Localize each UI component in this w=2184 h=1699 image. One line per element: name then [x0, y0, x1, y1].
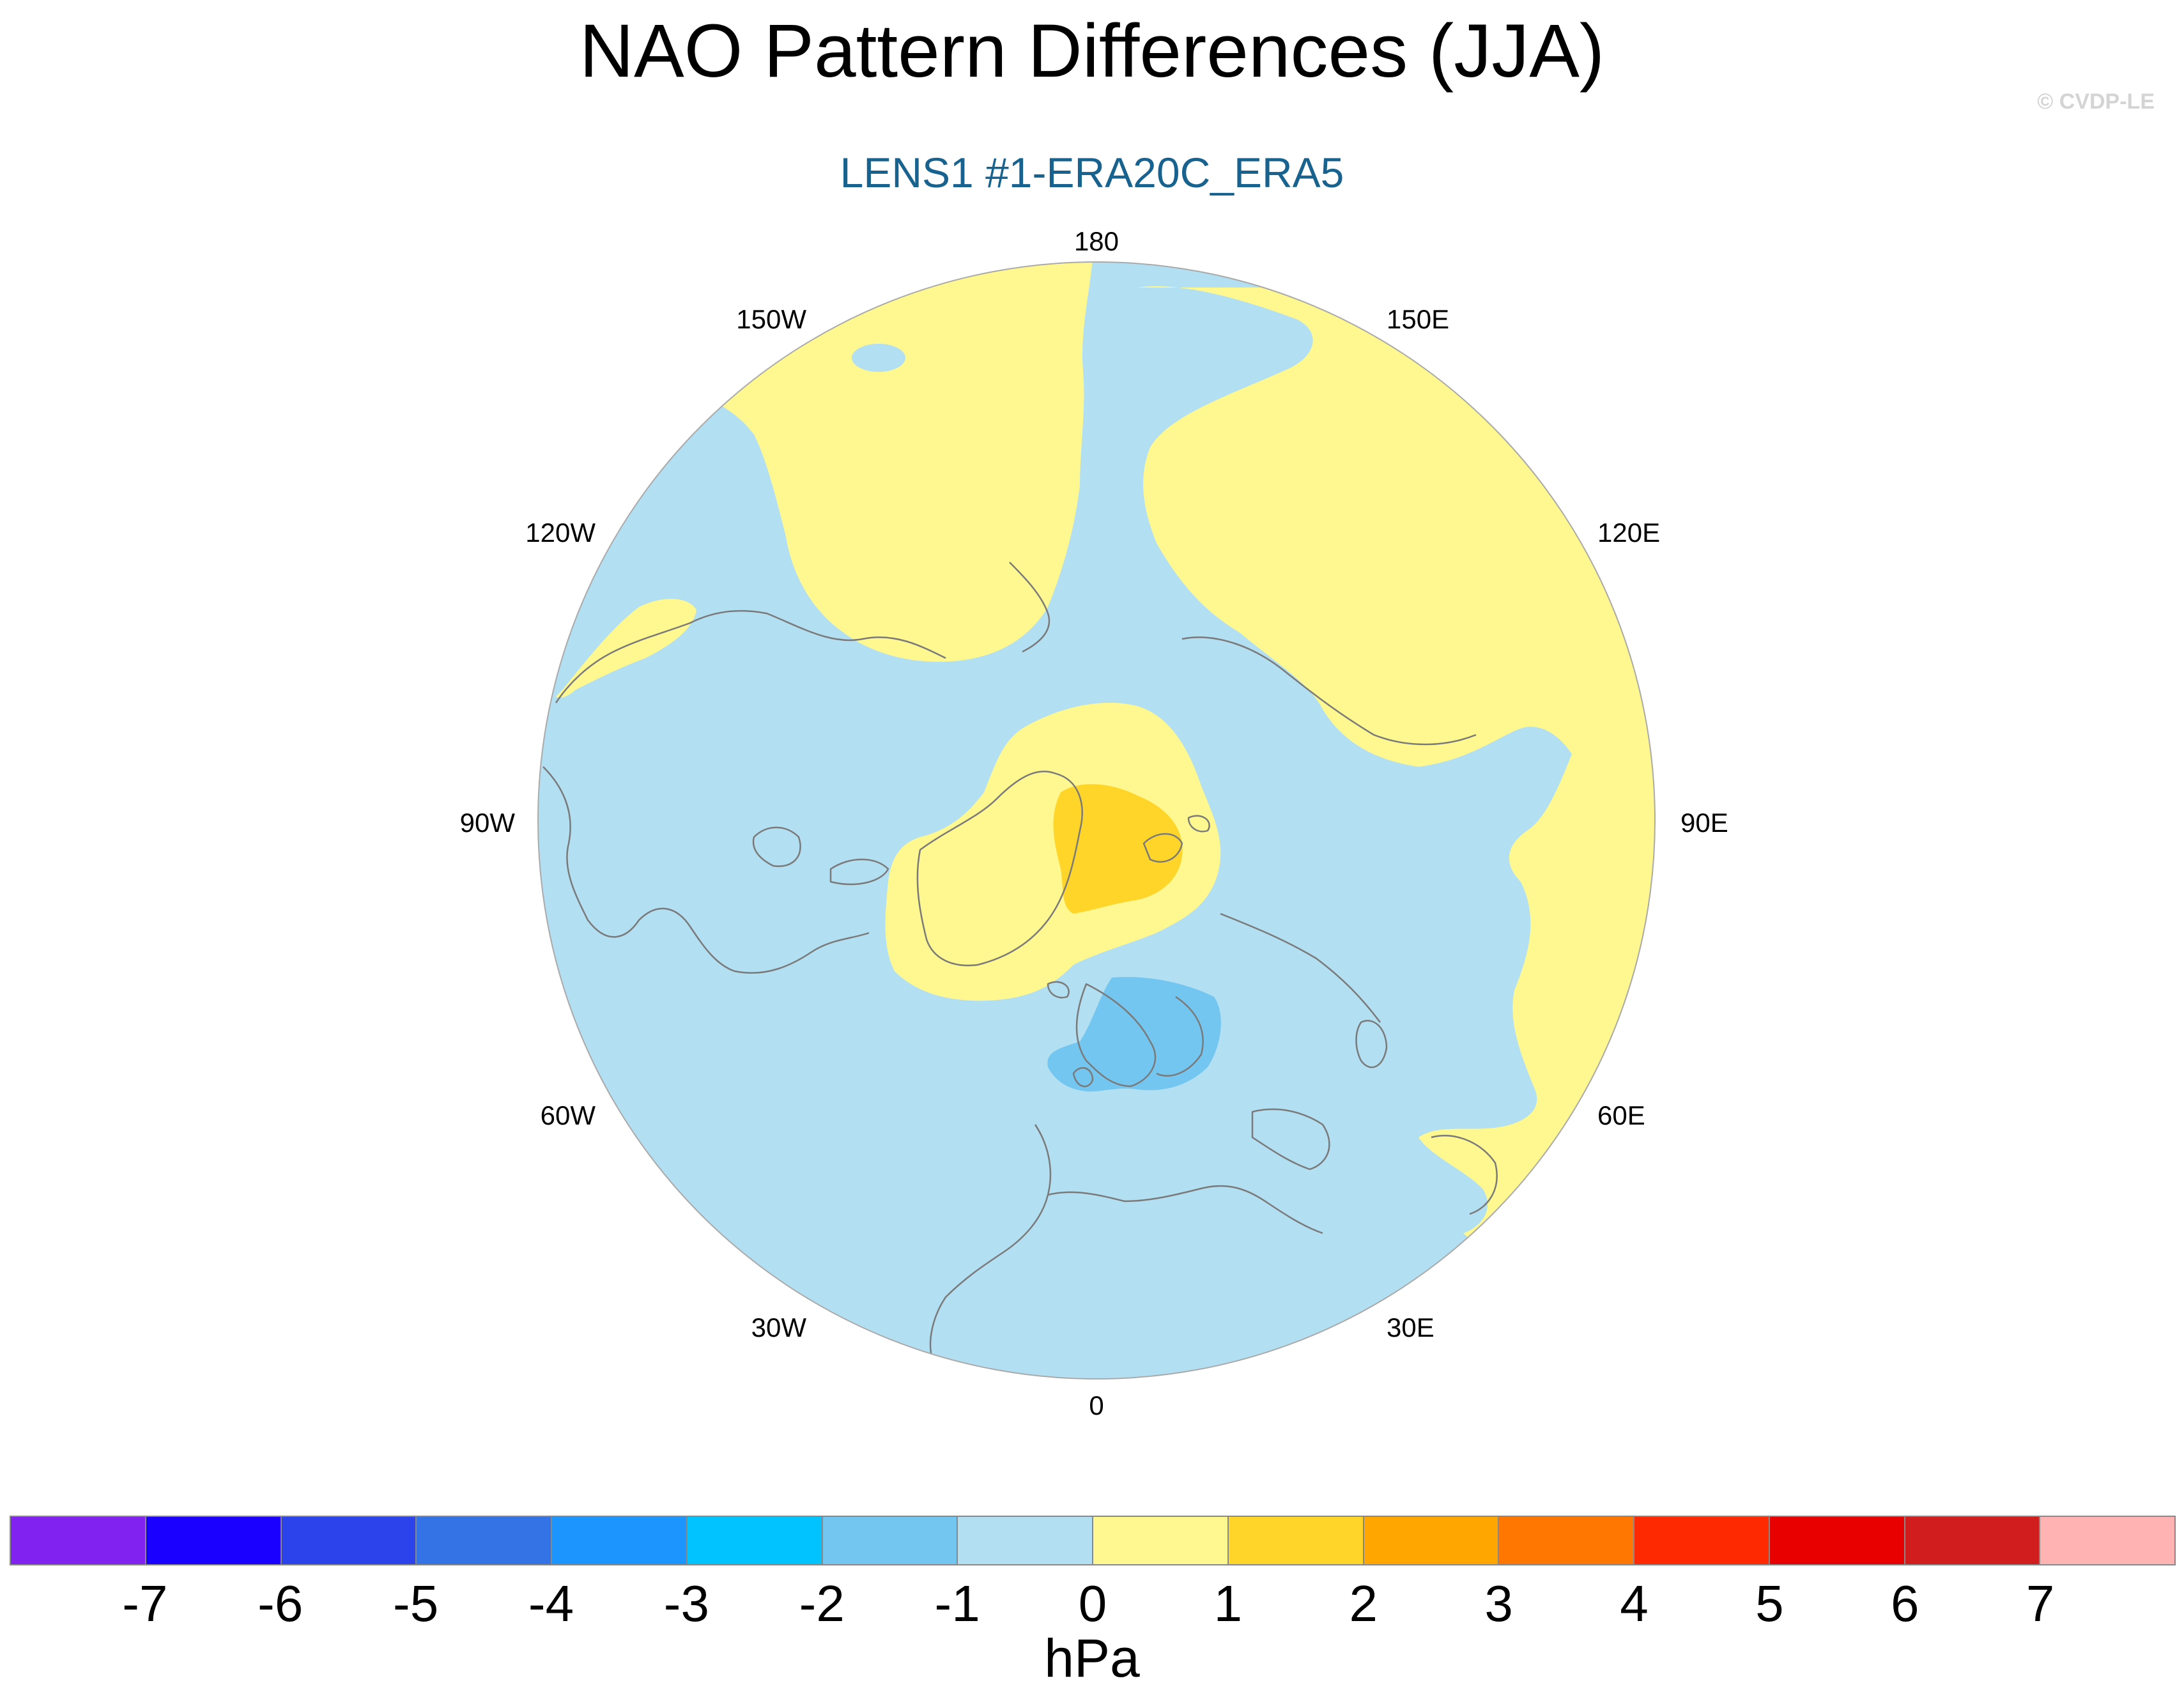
colorbar-swatch — [1093, 1517, 1229, 1564]
colorbar-tick-labels: -7 -6 -5 -4 -3 -2 -1 0 1 2 3 4 5 6 7 — [10, 1572, 2176, 1636]
colorbar-tick-label: 0 — [1078, 1575, 1107, 1632]
lon-label-120w: 120W — [525, 518, 596, 548]
colorbar — [10, 1516, 2176, 1565]
colorbar-units: hPa — [1044, 1628, 1140, 1688]
anomaly-arctic-positive — [885, 702, 1221, 1001]
colorbar-tick-label: -6 — [258, 1575, 304, 1632]
lon-label-30e: 30E — [1387, 1312, 1434, 1342]
colorbar-tick-label: 3 — [1484, 1575, 1513, 1632]
colorbar-swatch — [1769, 1517, 1905, 1564]
colorbar-tick-label: 4 — [1620, 1575, 1649, 1632]
colorbar-swatch — [281, 1517, 417, 1564]
anomaly-gulf-of-alaska-negative — [852, 344, 905, 372]
colorbar-swatch — [146, 1517, 282, 1564]
anomaly-arctic-core-maximum — [1053, 784, 1183, 914]
colorbar-swatch — [1905, 1517, 2041, 1564]
copyright-label: © CVDP-LE — [2037, 89, 2155, 114]
colorbar-tick-label: 6 — [1891, 1575, 1919, 1632]
colorbar-tick-label: 7 — [2026, 1575, 2055, 1632]
colorbar-swatch — [822, 1517, 958, 1564]
colorbar-tick-label: -7 — [122, 1575, 168, 1632]
colorbar-swatch — [1228, 1517, 1364, 1564]
colorbar-tick-label: 1 — [1213, 1575, 1243, 1632]
lon-label-60w: 60W — [541, 1100, 596, 1130]
lon-label-90w: 90W — [460, 808, 516, 838]
colorbar-swatch — [11, 1517, 146, 1564]
longitude-labels: 180 150E 120E 90E 60E 30E 0 30W 60W 90W … — [460, 226, 1728, 1420]
colorbar-tick-label: -4 — [528, 1575, 574, 1632]
lon-label-90e: 90E — [1680, 808, 1728, 838]
colorbar-tick-label: -2 — [799, 1575, 845, 1632]
colorbar-tick-label: -5 — [393, 1575, 439, 1632]
lon-label-150e: 150E — [1387, 304, 1449, 334]
colorbar-tick-label: 5 — [1755, 1575, 1784, 1632]
map-subtitle: LENS1 #1-ERA20C_ERA5 — [840, 149, 1344, 196]
colorbar-swatch — [417, 1517, 552, 1564]
colorbar-swatch — [552, 1517, 688, 1564]
colorbar-swatch — [1634, 1517, 1770, 1564]
colorbar-swatch — [2040, 1517, 2174, 1564]
page-title: NAO Pattern Differences (JJA) — [579, 9, 1605, 93]
lon-label-30w: 30W — [751, 1312, 807, 1342]
colorbar-swatch — [687, 1517, 823, 1564]
colorbar-swatch — [1364, 1517, 1500, 1564]
lon-label-180: 180 — [1074, 226, 1119, 256]
colorbar-tick-label: 2 — [1349, 1575, 1378, 1632]
lon-label-0: 0 — [1089, 1390, 1104, 1420]
lon-label-60e: 60E — [1597, 1100, 1645, 1130]
anomaly-scandinavia-negative — [1047, 977, 1221, 1092]
map-disc-border — [537, 261, 1656, 1380]
colorbar-tick-label: -1 — [934, 1575, 980, 1632]
colorbar-swatch — [958, 1517, 1093, 1564]
anomaly-western-canada-positive — [556, 599, 696, 698]
coastlines — [542, 562, 1498, 1362]
colorbar-swatch — [1499, 1517, 1634, 1564]
lon-label-150w: 150W — [736, 304, 806, 334]
colorbar-tick-label: -3 — [663, 1575, 709, 1632]
lon-label-120e: 120E — [1597, 518, 1660, 548]
